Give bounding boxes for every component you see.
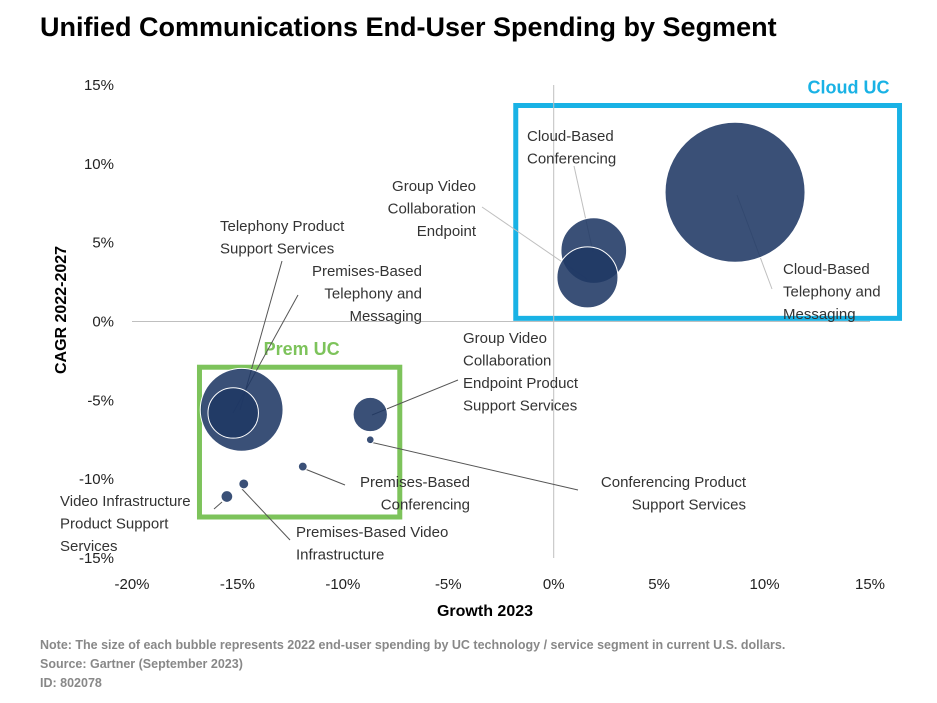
- bubble-label: Premises-Based Video Infrastructure: [296, 524, 448, 564]
- axes: -20% -15% -10% -5% 0% 5% 10% 15%15%10%5%0%-5%-1…: [79, 77, 885, 593]
- source-text: Source: Gartner (September 2023): [40, 657, 243, 671]
- x-tick-label: -15%: [220, 576, 255, 593]
- bubble-labels: Cloud-Based Telephony and Messaging Cloud-B…: [60, 128, 881, 564]
- note-text: Note: The size of each bubble represents…: [40, 638, 786, 652]
- y-tick-label: -10%: [79, 471, 114, 488]
- x-axis-title: Growth 2023: [437, 603, 533, 620]
- bubble-label: Premises-Based Conferencing: [360, 474, 470, 514]
- x-tick-label: -10%: [325, 576, 360, 593]
- y-tick-label: 0%: [92, 314, 114, 331]
- bubble: [207, 387, 259, 439]
- region-box: [513, 102, 903, 321]
- bubble-label: Conferencing Product Support Services: [601, 474, 747, 514]
- x-tick-label: 15%: [855, 576, 885, 593]
- bubble-label: Group Video Collaboration Endpoint: [388, 178, 477, 240]
- leader-line: [241, 488, 291, 541]
- chart-notes: Note: The size of each bubble represents…: [40, 636, 785, 693]
- bubble-label: Group Video Collaboration Endpoint Product…: [463, 330, 579, 415]
- bubble: [664, 121, 806, 263]
- leader-line: [213, 501, 223, 510]
- region-label: Prem UC: [264, 339, 340, 359]
- x-tick-label: 0%: [543, 576, 565, 593]
- region-boxes: Cloud UC Prem UC: [196, 77, 903, 520]
- bubble: [352, 396, 388, 433]
- bubble: [220, 490, 234, 503]
- bubble: [297, 461, 308, 472]
- x-tick-label: -5%: [435, 576, 462, 593]
- bubble-label: Telephony Product Support Services: [220, 218, 345, 258]
- y-tick-label: 15%: [84, 77, 114, 94]
- x-tick-label: -20%: [114, 576, 149, 593]
- y-tick-label: 5%: [92, 235, 114, 252]
- document-id: ID: 802078: [40, 676, 102, 690]
- x-tick-label: 5%: [648, 576, 670, 593]
- region-box: [196, 364, 403, 520]
- bubble-label: Cloud-Based Conferencing: [527, 128, 616, 168]
- chart-title: Unified Communications End-User Spending…: [40, 12, 777, 42]
- bubble-label: Video Infrastructure Product Support Servi…: [60, 493, 191, 555]
- y-tick-label: -15%: [79, 550, 114, 567]
- bubble: [556, 246, 619, 309]
- bubble: [365, 435, 375, 445]
- y-axis-title: CAGR 2022-2027: [53, 246, 70, 374]
- y-tick-label: 10%: [84, 156, 114, 173]
- region-label: Cloud UC: [808, 77, 890, 97]
- bubbles: [199, 121, 806, 503]
- bubble-label: Cloud-Based Telephony and Messaging: [783, 261, 881, 323]
- bubble: [238, 478, 250, 490]
- y-tick-label: -5%: [87, 392, 114, 409]
- leader-line: [369, 441, 579, 491]
- axis-titles: Growth 2023 CAGR 2022-2027: [53, 246, 533, 620]
- bubble-label: Premises-Based Telephony and Messaging: [312, 263, 422, 325]
- leader-line: [304, 468, 346, 486]
- x-tick-label: 10%: [750, 576, 780, 593]
